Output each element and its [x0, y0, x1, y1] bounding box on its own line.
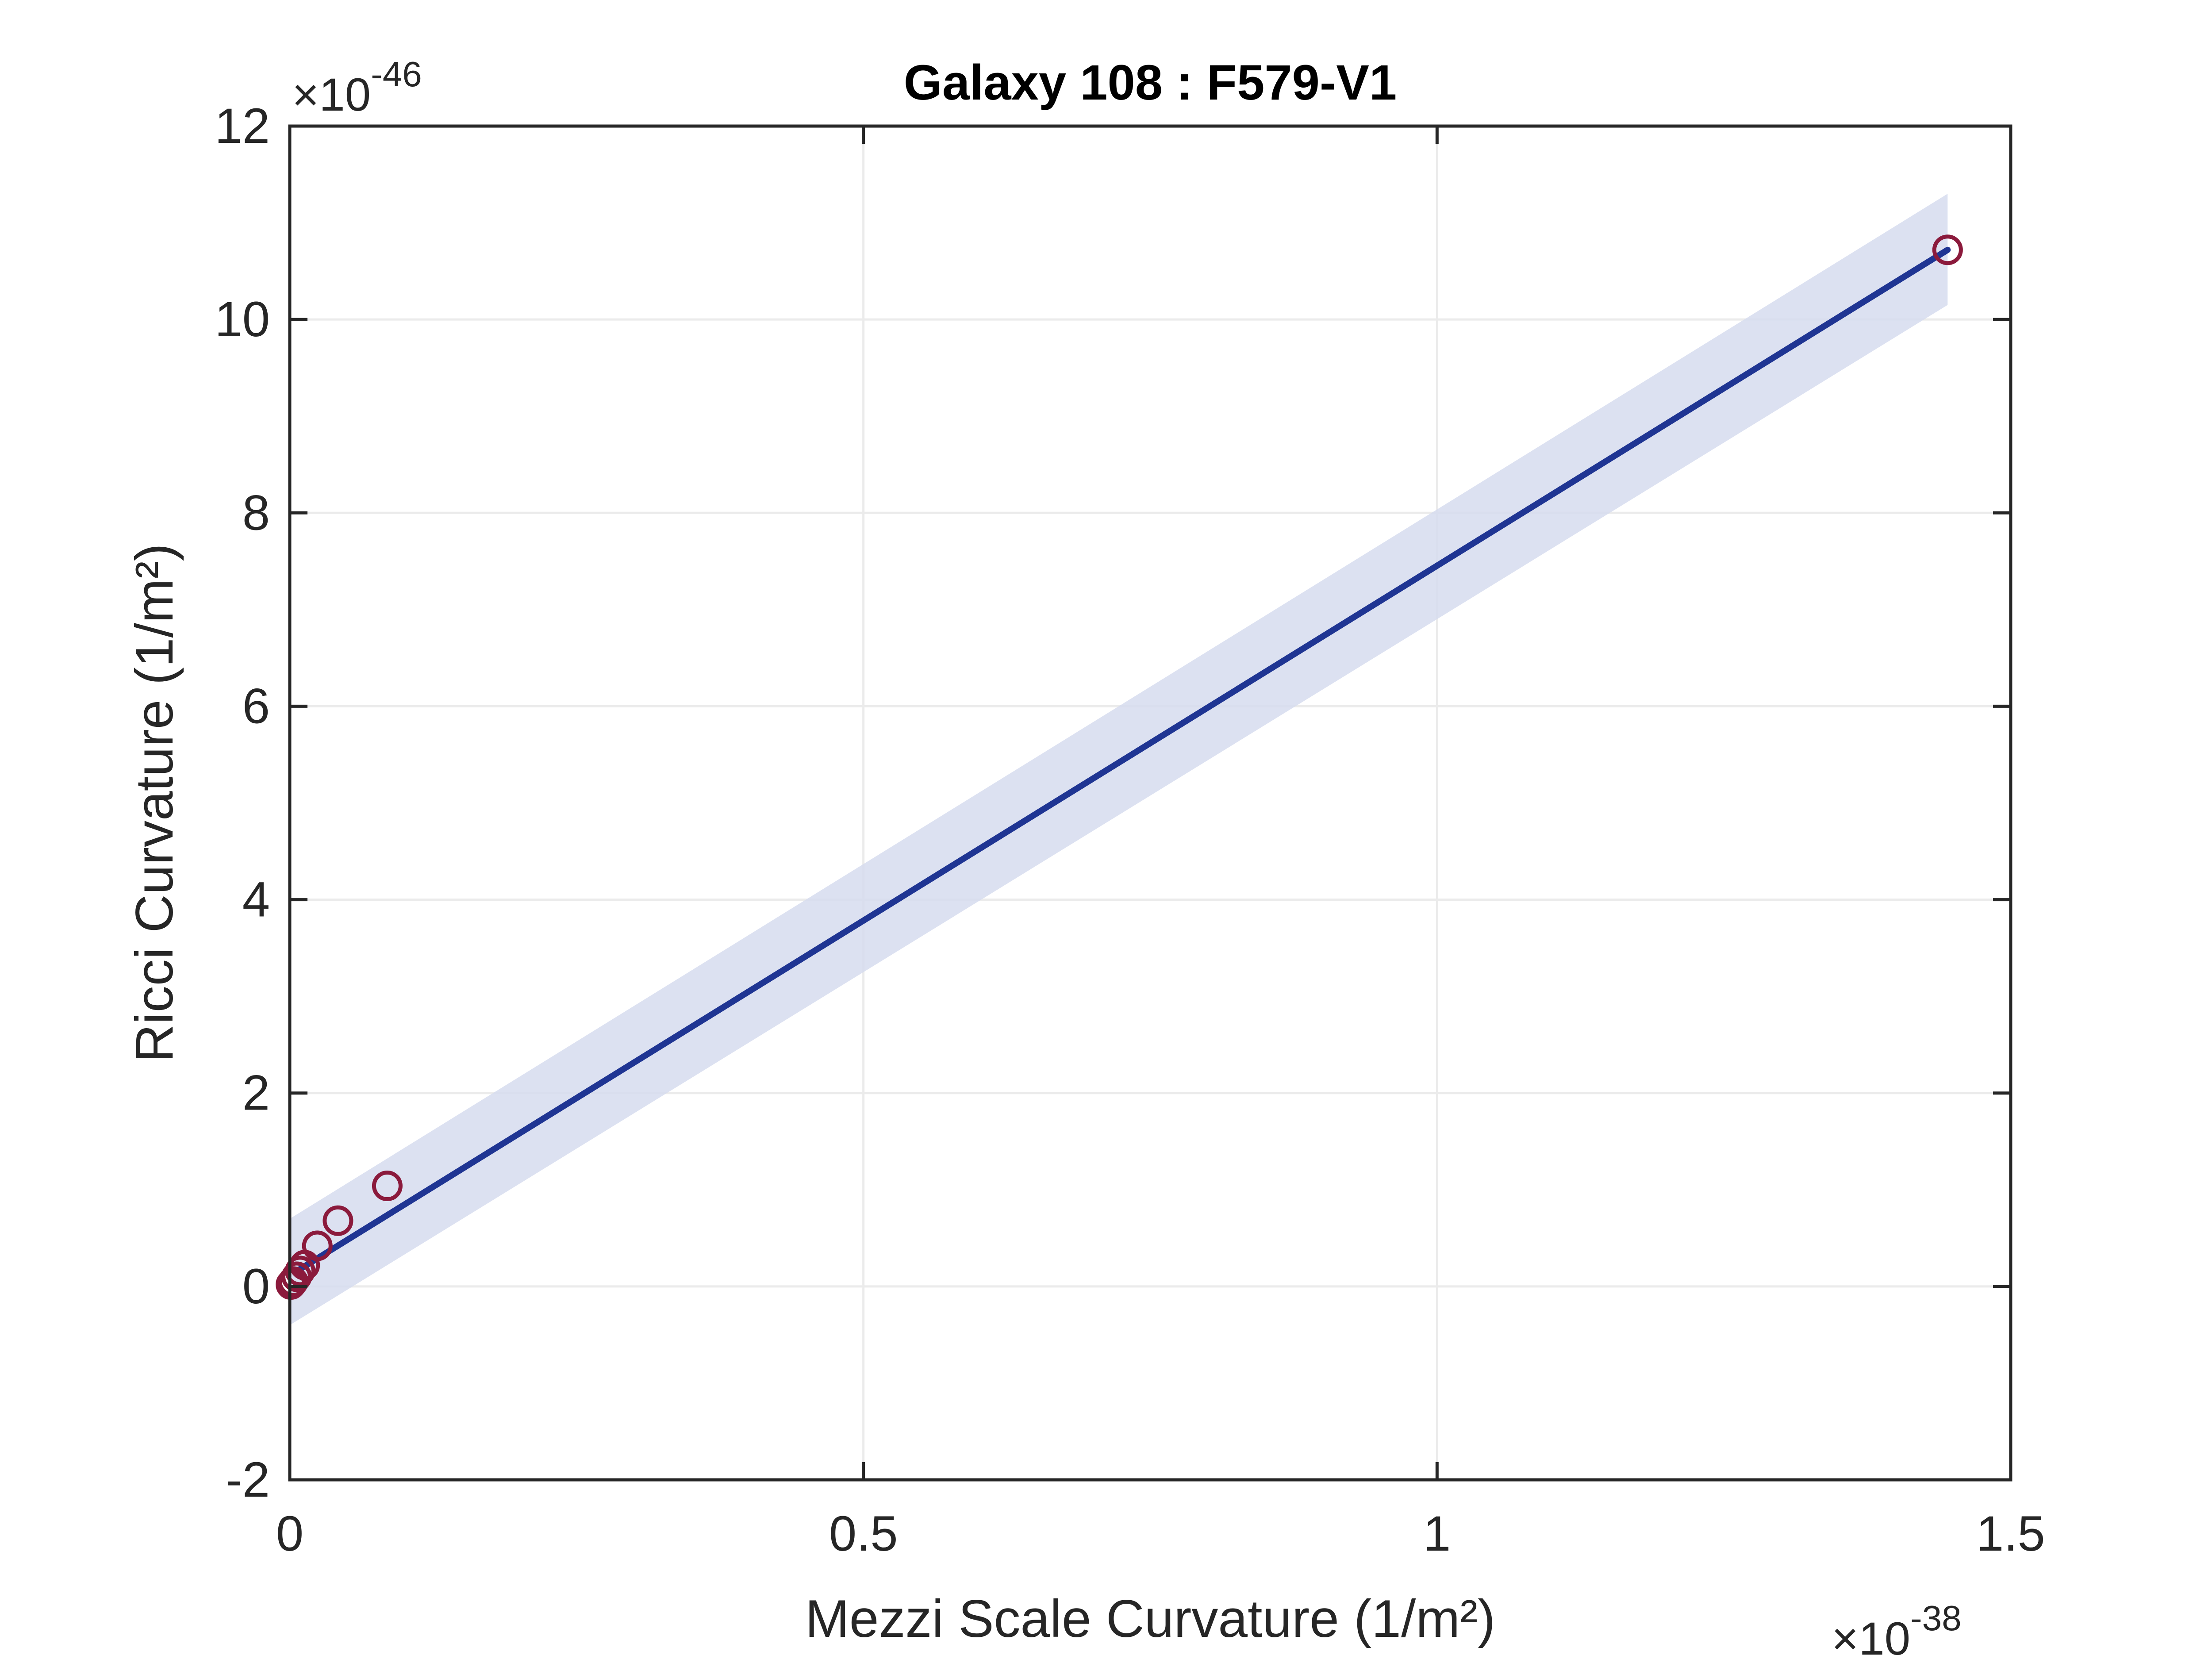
- y-tick-label: 0: [242, 1259, 270, 1314]
- y-tick-label: 8: [242, 485, 270, 540]
- y-tick-label: -2: [226, 1452, 270, 1507]
- data-point: [1932, 234, 1963, 265]
- fit-line: [292, 246, 1951, 1275]
- axes-box: [288, 124, 2012, 1482]
- y-axis-label: Ricci Curvature (1/m²): [125, 543, 184, 1062]
- x-tick-label: 1: [1423, 1506, 1451, 1561]
- grid: [288, 125, 2012, 1481]
- x-tick-label: 1.5: [1976, 1506, 2045, 1561]
- y-tick-label: 2: [242, 1065, 270, 1121]
- y-multiplier-base: ×10: [292, 69, 371, 121]
- x-tick-label: 0.5: [829, 1506, 898, 1561]
- chart-title: Galaxy 108 : F579-V1: [904, 55, 1397, 110]
- x-tick-label: 0: [276, 1506, 303, 1561]
- y-tick-label: 12: [215, 98, 270, 154]
- y-multiplier-exponent: -46: [371, 54, 422, 94]
- y-axis-multiplier: ×10-46: [292, 54, 422, 121]
- y-tick-label: 4: [242, 872, 270, 927]
- y-tick-label: 10: [215, 292, 270, 347]
- data-point: [323, 1205, 353, 1236]
- data-point: [302, 1230, 333, 1261]
- y-tick-label: 6: [242, 678, 270, 733]
- x-multiplier-exponent: -38: [1910, 1598, 1962, 1638]
- x-axis-multiplier: ×10-38: [1832, 1598, 1962, 1659]
- fit-line-layer: [292, 246, 1951, 1275]
- data-point: [372, 1171, 403, 1202]
- x-axis-label: Mezzi Scale Curvature (1/m²): [805, 1589, 1495, 1648]
- ticks: [288, 124, 2012, 1482]
- x-multiplier-base: ×10: [1832, 1613, 1910, 1659]
- data-point: [284, 1256, 315, 1286]
